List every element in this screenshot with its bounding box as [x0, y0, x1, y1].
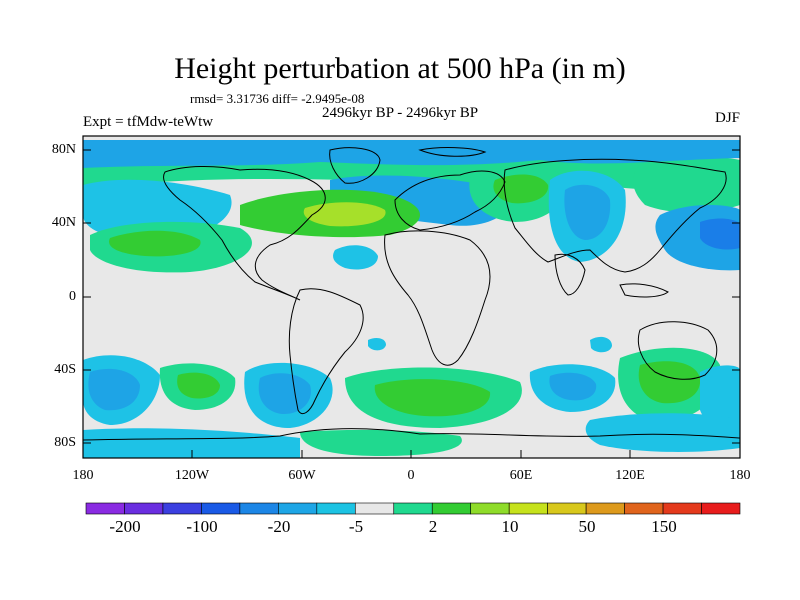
colorbar-swatch [547, 502, 587, 515]
lon-label-120e: 120E [615, 468, 645, 483]
colorbar-swatch [278, 502, 318, 515]
season-label: DJF [714, 110, 740, 126]
coast-india [554, 253, 586, 296]
colorbar-label-150: 150 [651, 517, 677, 536]
contour-antarctic-blue [83, 428, 300, 458]
contour-s-america-blue-core [258, 373, 311, 415]
colorbar-label-neg5: -5 [348, 517, 364, 536]
contour-antarctic-green [300, 429, 462, 456]
colorbar-swatch [85, 502, 125, 515]
coast-south-america [288, 288, 364, 415]
colorbar-label-2: 2 [428, 517, 438, 536]
colorbar-swatch [393, 502, 433, 515]
contour-band-north-blue [83, 140, 740, 168]
experiment-label: Expt = tfMdw-teWtw [83, 114, 214, 130]
contour-small-blue-s-atl [368, 337, 386, 351]
lon-label-0: 0 [407, 468, 415, 483]
coast-europe [394, 170, 506, 231]
lon-label-180e: 180 [729, 468, 751, 483]
coast-africa [384, 230, 491, 366]
contour-small-blue-s-ind [590, 336, 612, 353]
lat-label-80s: 80S [54, 435, 76, 450]
coast-antarctica [83, 428, 740, 441]
colorbar-label-10: 10 [501, 517, 519, 536]
contour-eurasia-green-core [493, 174, 549, 204]
colorbar-swatch [431, 502, 472, 515]
colorbar-label-neg200: -200 [109, 517, 141, 536]
contour-na-yellow [303, 202, 386, 227]
lon-label-60e: 60E [509, 468, 533, 483]
coast-greenland [329, 147, 381, 184]
time-period: 2496kyr BP - 2496kyr BP [321, 105, 479, 121]
contour-nw-pacific-blue-core [700, 218, 740, 250]
colorbar [85, 502, 741, 515]
contour-field [83, 140, 740, 458]
colorbar-swatch [470, 502, 510, 515]
lon-label-60w: 60W [288, 468, 316, 483]
contour-asia-blue-core [564, 184, 611, 240]
lon-label-120w: 120W [174, 468, 210, 483]
colorbar-swatch [701, 502, 741, 515]
figure-title: Height perturbation at 500 hPa (in m) [174, 52, 626, 85]
colorbar-swatch [585, 502, 625, 515]
contour-atlantic-small-blue [333, 245, 378, 270]
colorbar-label-50: 50 [578, 517, 596, 536]
colorbar-label-neg100: -100 [186, 517, 218, 536]
colorbar-swatch [624, 502, 664, 515]
lat-label-40n: 40N [51, 215, 76, 230]
coast-se-asia-islands [619, 283, 669, 298]
rmsd-stats: rmsd= 3.31736 diff= -2.9495e-08 [190, 91, 365, 106]
lat-label-80n: 80N [51, 142, 76, 157]
colorbar-swatch [201, 502, 241, 515]
contour-s-pacific-east-blue [700, 365, 740, 427]
contour-s-indian-blue-core [549, 372, 597, 401]
colorbar-swatch [316, 502, 356, 515]
colorbar-label-neg20: -20 [267, 517, 291, 536]
colorbar-swatch [239, 502, 279, 515]
contour-s-atlantic-green-core [374, 379, 491, 417]
coast-asia [503, 158, 727, 273]
axis-ticks [82, 149, 741, 458]
colorbar-swatch [662, 502, 702, 515]
lat-label-0: 0 [69, 289, 76, 304]
contour-n-pacific-green-core [109, 230, 201, 257]
coast-north-america [163, 165, 326, 301]
colorbar-swatch [162, 502, 202, 515]
coast-arctic-islands [418, 147, 487, 157]
contour-s-pacific-green-core [177, 372, 220, 399]
lon-label-180w: 180 [72, 468, 94, 483]
coast-australia [637, 321, 718, 380]
contour-s-pacific-blue-core [88, 368, 140, 411]
colorbar-swatch [508, 502, 548, 515]
contour-antarctic-blue-east [585, 413, 740, 452]
coastlines [83, 147, 740, 441]
colorbar-swatch [124, 502, 164, 515]
lat-label-40s: 40S [54, 362, 76, 377]
colorbar-swatch [354, 502, 395, 515]
